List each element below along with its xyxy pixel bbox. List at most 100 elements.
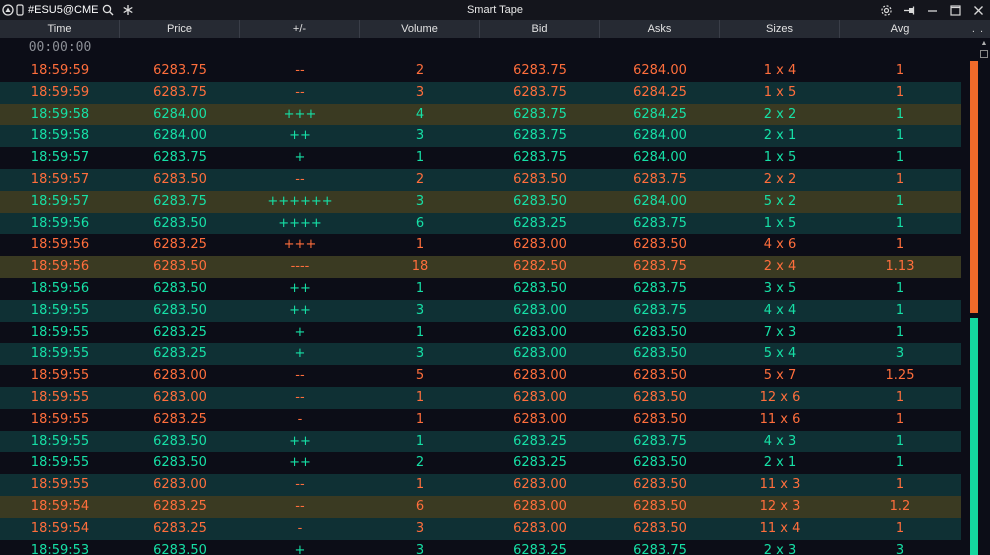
cell-delta: ++: [289, 302, 311, 318]
cell-delta: --: [295, 368, 305, 384]
cell-price: 6283.75: [153, 84, 207, 100]
col-header-price[interactable]: Price: [120, 20, 240, 38]
cell-volume: 2: [415, 455, 425, 471]
cell-time: 18:59:55: [30, 368, 90, 384]
close-icon[interactable]: [967, 0, 990, 20]
phone-icon[interactable]: [15, 3, 25, 17]
col-header-avg[interactable]: Avg: [890, 23, 910, 35]
col-header-bid[interactable]: Bid: [480, 20, 600, 38]
pin-icon[interactable]: [898, 0, 921, 20]
cell-bid: 6283.75: [513, 84, 567, 100]
cell-volume: 6: [415, 498, 425, 514]
table-row[interactable]: 18:59:58 6284.00 ++ 3 6283.75 6284.00 2 x 1 1: [0, 125, 961, 148]
cell-price: 6284.00: [153, 106, 207, 122]
table-row[interactable]: 18:59:55 6283.00 -- 5 6283.00 6283.50 5 x 7 1.2…: [0, 365, 961, 387]
app-logo-icon[interactable]: [1, 3, 15, 17]
cell-ask: 6283.50: [633, 498, 687, 514]
table-row[interactable]: 18:59:59 6283.75 -- 3 6283.75 6284.25 1 x 5 1: [0, 81, 961, 104]
cell-ask: 6283.75: [633, 302, 687, 318]
minimize-icon[interactable]: [921, 0, 944, 20]
table-row[interactable]: 18:59:58 6284.00 +++ 4 6283.75 6284.25 2 x 2 1: [0, 103, 961, 126]
table-row[interactable]: 18:59:55 6283.50 ++ 2 6283.25 6283.50 2 x 1 1: [0, 452, 961, 475]
tape-grid[interactable]: 00:00:00 18:59:59 6283.75 -- 2 6283.75 6284.0…: [0, 38, 961, 555]
table-row[interactable]: 18:59:56 6283.50 ++++ 6 6283.25 6283.75 1 x 5 1: [0, 212, 961, 235]
cell-time: 18:59:57: [30, 150, 90, 166]
cell-ask: 6283.50: [633, 237, 687, 253]
table-row[interactable]: 18:59:57 6283.50 -- 2 6283.50 6283.75 2 x 2 1: [0, 168, 961, 191]
table-row[interactable]: 18:59:55 6283.25 +1 6283.00 6283.50 7 x 3 1: [0, 321, 961, 344]
col-header-sizes[interactable]: Sizes: [720, 20, 840, 38]
title-bar-controls: [875, 0, 990, 20]
cell-delta: +: [294, 346, 306, 362]
search-icon[interactable]: [101, 3, 115, 17]
table-row[interactable]: 18:59:55 6283.25 - 1 6283.00 6283.50 11 x 6 1: [0, 408, 961, 431]
cell-volume: 1: [415, 477, 425, 493]
ghost-row: 00:00:00: [0, 38, 961, 59]
table-row[interactable]: 18:59:54 6283.25 -- 6 6283.00 6283.50 12 x 3 1.…: [0, 495, 961, 518]
cell-delta: -: [297, 520, 303, 536]
col-header-asks[interactable]: Asks: [600, 20, 720, 38]
table-row[interactable]: 18:59:57 6283.75 ++++++ 3 6283.50 6284.00 5 x …: [0, 190, 961, 213]
cell-time: 18:59:56: [30, 237, 90, 253]
cell-ask: 6284.00: [633, 150, 687, 166]
cell-bid: 6283.25: [513, 215, 567, 231]
cell-ask: 6283.50: [633, 411, 687, 427]
cell-volume: 1: [415, 280, 425, 296]
table-row[interactable]: 18:59:56 6283.50 ---- 18 6282.50 6283.75 2 x 4…: [0, 256, 961, 278]
cell-time: 18:59:54: [30, 498, 90, 514]
settings-icon[interactable]: [875, 0, 898, 20]
cell-price: 6283.25: [153, 346, 207, 362]
maximize-icon[interactable]: [944, 0, 967, 20]
table-row[interactable]: 18:59:56 6283.50 ++ 1 6283.50 6283.75 3 x 5 1: [0, 277, 961, 300]
table-row[interactable]: 18:59:55 6283.00 -- 1 6283.00 6283.50 12 x 6 1: [0, 386, 961, 409]
col-header-delta[interactable]: +/-: [240, 20, 360, 38]
cell-ask: 6283.75: [633, 542, 687, 555]
cell-sizes: 2 x 2: [763, 171, 797, 187]
table-row[interactable]: 18:59:55 6283.00 -- 1 6283.00 6283.50 11 x 3 1: [0, 474, 961, 496]
cell-sizes: 4 x 4: [763, 302, 797, 318]
cell-sizes: 5 x 2: [763, 193, 797, 209]
cell-ask: 6283.50: [633, 477, 687, 493]
cell-sizes: 1 x 4: [763, 63, 797, 78]
cell-time: 18:59:54: [30, 520, 90, 536]
cell-price: 6283.50: [153, 215, 207, 231]
cell-bid: 6283.00: [513, 237, 567, 253]
cell-sizes: 3 x 5: [763, 280, 797, 296]
cell-sizes: 11 x 3: [759, 477, 801, 493]
cell-price: 6283.75: [153, 193, 207, 209]
cell-time: 18:59:55: [30, 324, 90, 340]
table-row[interactable]: 18:59:55 6283.25 +3 6283.00 6283.50 5 x 4 3: [0, 343, 961, 366]
cell-delta: +++: [283, 106, 317, 122]
col-header-volume[interactable]: Volume: [360, 20, 480, 38]
sell-pressure-bar: [970, 61, 978, 313]
table-row[interactable]: 18:59:59 6283.75 -- 2 6283.75 6284.00 1 x 4 1: [0, 60, 961, 82]
table-row[interactable]: 18:59:57 6283.75 +1 6283.75 6284.00 1 x 5 1: [0, 147, 961, 169]
cell-sizes: 12 x 3: [759, 498, 801, 514]
cell-bid: 6283.00: [513, 520, 567, 536]
cell-avg: 1: [895, 171, 905, 187]
symbol-label[interactable]: #ESU5@CME: [28, 4, 99, 16]
cell-delta: ++++++: [267, 193, 333, 209]
cell-bid: 6283.00: [513, 498, 567, 514]
cell-bid: 6283.75: [513, 106, 567, 122]
table-row[interactable]: 18:59:55 6283.50 ++ 1 6283.25 6283.75 4 x 3 1: [0, 430, 961, 453]
asterisk-icon[interactable]: [121, 3, 135, 17]
scroll-up-icon[interactable]: ▲: [980, 40, 988, 47]
cell-volume: 6: [415, 215, 425, 231]
cell-delta: ++: [289, 455, 311, 471]
cell-time: 18:59:58: [30, 106, 90, 122]
table-row[interactable]: 18:59:55 6283.50 ++ 3 6283.00 6283.75 4 x 4 1: [0, 299, 961, 322]
column-more-button[interactable]: . .: [971, 23, 984, 35]
cell-bid: 6283.00: [513, 368, 567, 384]
scroll-grip-icon[interactable]: [980, 50, 988, 58]
cell-delta: ++: [289, 433, 311, 449]
col-header-time[interactable]: Time: [0, 20, 120, 38]
cell-time: 18:59:57: [30, 171, 90, 187]
cell-ask: 6283.75: [633, 171, 687, 187]
cell-volume: 18: [411, 259, 429, 275]
table-row[interactable]: 18:59:53 6283.50 +3 6283.25 6283.75 2 x 3 3: [0, 539, 961, 555]
table-row[interactable]: 18:59:54 6283.25 - 3 6283.00 6283.50 11 x 4 1: [0, 517, 961, 540]
cell-ask: 6283.50: [633, 346, 687, 362]
table-row[interactable]: 18:59:56 6283.25 +++ 1 6283.00 6283.50 4 x 6 1: [0, 234, 961, 257]
cell-bid: 6283.00: [513, 477, 567, 493]
